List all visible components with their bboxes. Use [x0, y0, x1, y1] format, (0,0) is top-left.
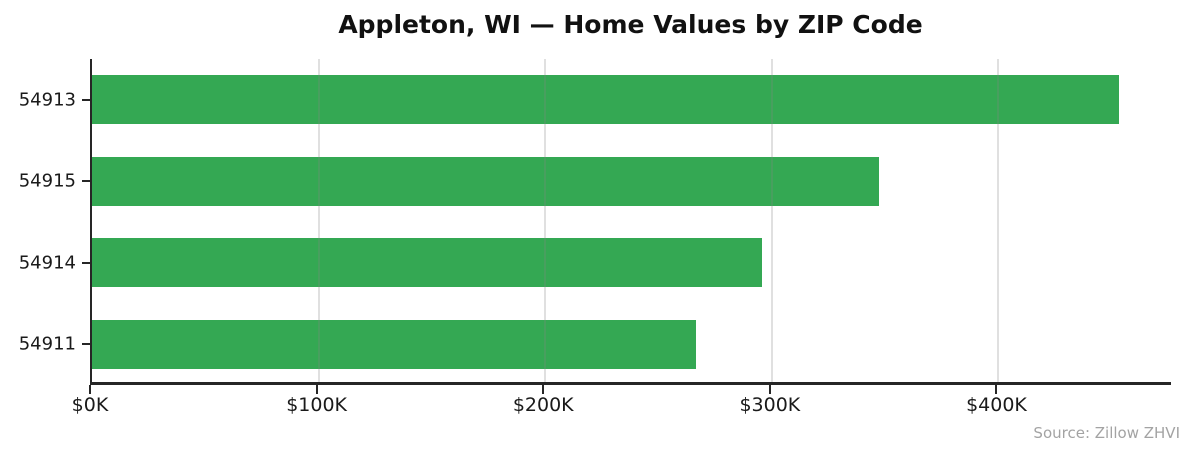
x-tick-label-$300K: $300K: [739, 394, 801, 416]
x-tick-mark: [542, 385, 545, 394]
y-tick-label-54911: 54911: [18, 333, 76, 355]
gridline-$200K: [544, 59, 547, 382]
gridline-$400K: [997, 59, 1000, 382]
plot-area: [90, 59, 1171, 385]
y-tick-label-54913: 54913: [18, 89, 76, 111]
gridline-$300K: [770, 59, 773, 382]
x-tick-mark: [89, 385, 91, 394]
y-tick-mark: [82, 343, 90, 346]
x-tick-label-$400K: $400K: [966, 394, 1027, 416]
y-tick-label-54914: 54914: [18, 252, 76, 274]
x-tick-mark: [768, 385, 771, 394]
source-note: Source: Zillow ZHVI: [1033, 424, 1180, 442]
x-tick-mark: [315, 385, 318, 394]
bar-54914: [92, 238, 762, 288]
y-tick-label-54915: 54915: [18, 170, 76, 192]
x-tick-label-$200K: $200K: [512, 394, 574, 416]
gridline-$100K: [317, 59, 320, 382]
chart-title: Appleton, WI — Home Values by ZIP Code: [338, 10, 923, 39]
y-tick-mark: [82, 261, 90, 264]
x-tick-label-$0K: $0K: [71, 394, 109, 416]
bar-54911: [92, 319, 696, 369]
bar-54913: [92, 75, 1119, 125]
bar-54915: [92, 156, 880, 206]
y-tick-mark: [82, 180, 90, 183]
x-tick-mark: [995, 385, 998, 394]
x-tick-label-$100K: $100K: [286, 394, 348, 416]
y-tick-mark: [82, 98, 90, 101]
